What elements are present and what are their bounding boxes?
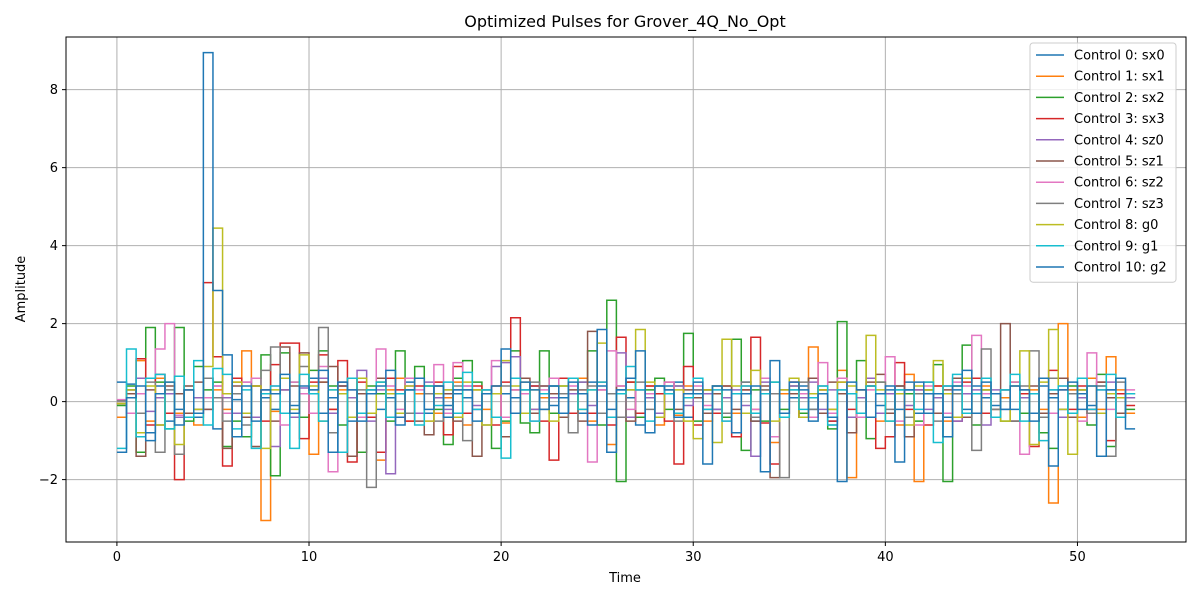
x-tick-label: 10 — [301, 550, 318, 565]
x-axis: 0 10 20 30 40 50 — [113, 542, 1086, 565]
legend-label: Control 5: sz1 — [1074, 155, 1164, 170]
series-layer — [116, 51, 1136, 522]
x-tick-label: 0 — [113, 550, 121, 565]
legend-label: Control 1: sx1 — [1074, 70, 1165, 85]
legend-label: Control 10: g2 — [1074, 261, 1167, 276]
grid — [66, 37, 1186, 542]
y-tick-label: 6 — [50, 161, 58, 176]
chart-title: Optimized Pulses for Grover_4Q_No_Opt — [464, 12, 785, 32]
y-axis-title: Amplitude — [14, 256, 29, 323]
legend-box — [1029, 42, 1177, 283]
legend-label: Control 0: sx0 — [1074, 49, 1165, 64]
legend-label: Control 3: sx3 — [1074, 112, 1165, 127]
legend-label: Control 4: sz0 — [1074, 133, 1164, 148]
y-tick-label: 0 — [50, 395, 58, 410]
legend-label: Control 6: sz2 — [1074, 176, 1164, 191]
plot-frame — [65, 36, 1187, 543]
y-tick-label: 2 — [50, 317, 58, 332]
x-tick-label: 50 — [1069, 550, 1086, 565]
x-tick-label: 30 — [685, 550, 702, 565]
y-tick-label: 8 — [50, 83, 58, 98]
legend: Control 0: sx0 Control 1: sx1 Control 2: s… — [1029, 42, 1177, 283]
legend-label: Control 2: sx2 — [1074, 91, 1165, 106]
y-tick-label: −2 — [39, 473, 58, 488]
x-tick-label: 20 — [493, 550, 510, 565]
x-tick-label: 40 — [877, 550, 894, 565]
y-tick-label: 4 — [50, 239, 58, 254]
y-axis: −2 0 2 4 6 8 — [39, 83, 66, 488]
legend-label: Control 9: g1 — [1074, 239, 1158, 254]
x-axis-title: Time — [608, 571, 641, 586]
legend-label: Control 7: sz3 — [1074, 197, 1164, 212]
legend-label: Control 8: g0 — [1074, 218, 1158, 233]
series-line-control-10 — [116, 51, 1136, 483]
